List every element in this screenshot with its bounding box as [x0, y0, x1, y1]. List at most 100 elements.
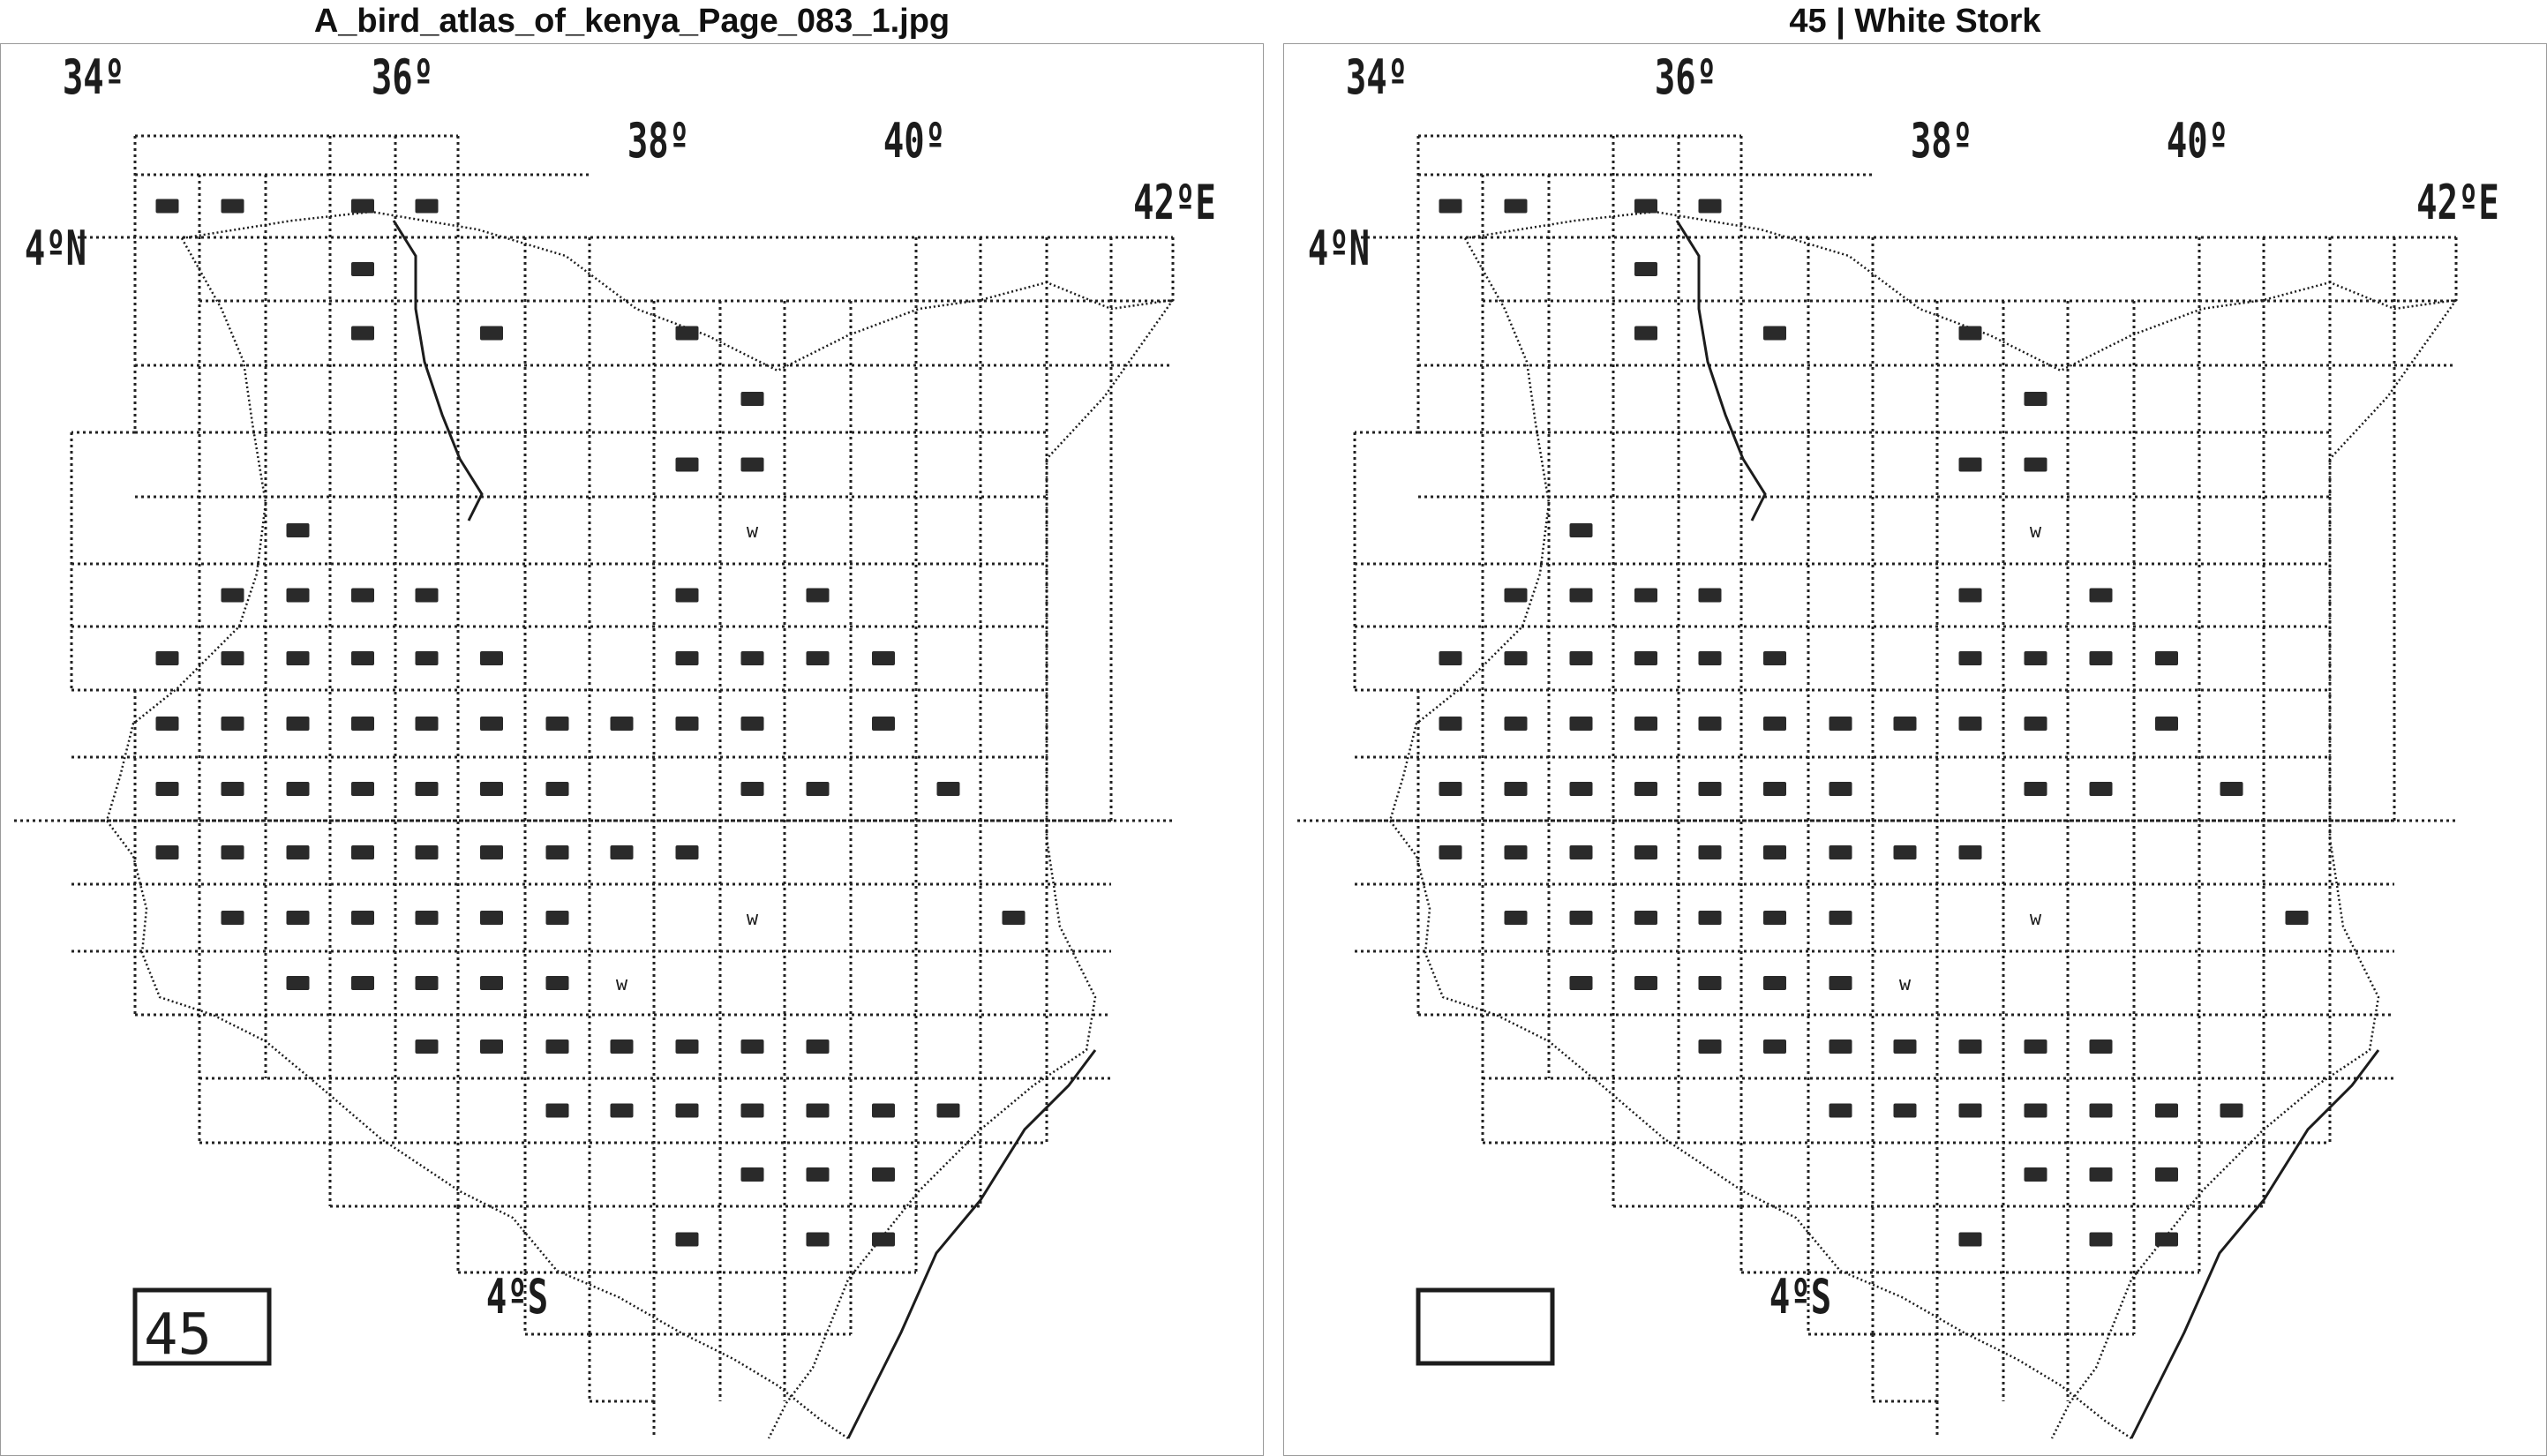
- record-square: [1958, 326, 1982, 341]
- atlas-grid: [14, 134, 1175, 1437]
- record-square: [1763, 326, 1786, 341]
- record-square: [1634, 782, 1657, 796]
- record-square: [545, 1103, 569, 1118]
- record-square: [1504, 911, 1528, 925]
- record-square: [1569, 523, 1593, 537]
- panel-original-scan: A_bird_atlas_of_kenya_Page_083_1.jpg 34º…: [0, 0, 1264, 1456]
- record-square: [415, 976, 439, 990]
- record-square: [286, 588, 310, 603]
- label-lon-40: 40º: [2167, 114, 2228, 169]
- record-square: [1439, 782, 1462, 796]
- record-square: [286, 523, 310, 537]
- record-square: [1698, 717, 1722, 731]
- record-square: [1569, 845, 1593, 859]
- record-square: [221, 651, 244, 665]
- coordinate-labels: 34º 36º 38º 40º 42ºE 4ºN 4ºS: [1308, 50, 2499, 1325]
- record-square: [1958, 457, 1982, 472]
- record-square: [1569, 782, 1593, 796]
- record-square: [2024, 392, 2047, 406]
- record-square: [480, 1039, 503, 1054]
- record-square: [1958, 588, 1982, 603]
- record-square: [415, 717, 439, 731]
- record-square: [1958, 1039, 1982, 1054]
- record-square: [1634, 326, 1657, 341]
- record-square: [1634, 976, 1657, 990]
- record-square: [351, 326, 374, 341]
- record-square: [1893, 1039, 1917, 1054]
- kenya-distribution-map: 34º 36º 38º 40º 42ºE 4ºN 4ºS w w w: [1297, 50, 2499, 1440]
- winter-record-marker: w: [747, 521, 759, 543]
- panel-title: 45 | White Stork: [1789, 3, 2041, 40]
- record-square: [2155, 1167, 2178, 1182]
- record-square: [545, 1039, 569, 1054]
- record-square: [286, 717, 310, 731]
- record-square: [480, 717, 503, 731]
- record-square: [1634, 717, 1657, 731]
- record-square: [610, 717, 634, 731]
- record-square: [1763, 651, 1786, 665]
- record-square: [806, 651, 830, 665]
- record-square: [415, 845, 439, 859]
- record-square: [1634, 911, 1657, 925]
- label-lat-4n: 4ºN: [25, 221, 86, 277]
- record-square: [1763, 717, 1786, 731]
- record-square: [351, 199, 374, 214]
- map-frame: 34º 36º 38º 40º 42ºE 4ºN 4ºS w w w 45: [0, 43, 1264, 1456]
- record-markers: [155, 199, 1026, 1247]
- record-square: [2220, 1103, 2243, 1118]
- record-square: [545, 782, 569, 796]
- eastern-border: [767, 299, 1175, 1439]
- record-square: [1763, 911, 1786, 925]
- record-square: [2089, 782, 2113, 796]
- species-number-frame: [1416, 1287, 1555, 1366]
- record-square: [1698, 588, 1722, 603]
- record-square: [806, 588, 830, 603]
- winter-records: w w w: [1899, 521, 2042, 995]
- winter-records: w w w: [616, 521, 759, 995]
- record-square: [2089, 588, 2113, 603]
- record-square: [2155, 651, 2178, 665]
- panel-digitised-map: 45 | White Stork 34º 36º 38º 40º 42ºE 4º…: [1283, 0, 2547, 1456]
- label-lon-34: 34º: [1346, 50, 1408, 106]
- record-square: [1002, 911, 1026, 925]
- record-square: [2089, 1167, 2113, 1182]
- record-square: [415, 199, 439, 214]
- record-square: [1958, 1232, 1982, 1247]
- label-lat-4s: 4ºS: [486, 1270, 548, 1325]
- record-square: [2155, 1232, 2178, 1247]
- record-square: [351, 976, 374, 990]
- record-square: [351, 911, 374, 925]
- record-square: [1763, 845, 1786, 859]
- coastline-and-borders: [105, 210, 1175, 1440]
- record-square: [1439, 717, 1462, 731]
- record-square: [415, 782, 439, 796]
- record-square: [740, 1039, 764, 1054]
- record-square: [806, 1167, 830, 1182]
- record-square: [286, 651, 310, 665]
- eastern-border: [2050, 299, 2458, 1439]
- record-square: [2155, 717, 2178, 731]
- record-square: [675, 845, 699, 859]
- record-square: [1763, 1039, 1786, 1054]
- record-square: [1893, 717, 1917, 731]
- record-square: [675, 1232, 699, 1247]
- record-square: [1829, 717, 1852, 731]
- record-square: [1569, 717, 1593, 731]
- record-square: [1763, 782, 1786, 796]
- record-square: [610, 845, 634, 859]
- record-square: [1893, 1103, 1917, 1118]
- record-square: [221, 717, 244, 731]
- coastline-and-borders: [1388, 210, 2458, 1440]
- record-square: [545, 911, 569, 925]
- record-square: [2089, 1232, 2113, 1247]
- record-square: [155, 845, 179, 859]
- record-square: [1763, 976, 1786, 990]
- record-square: [1634, 845, 1657, 859]
- label-lon-34: 34º: [63, 50, 124, 106]
- record-square: [872, 717, 895, 731]
- record-square: [872, 1167, 895, 1182]
- species-number-box: 45: [132, 1287, 272, 1368]
- record-square: [675, 1039, 699, 1054]
- record-square: [2155, 1103, 2178, 1118]
- record-square: [1504, 717, 1528, 731]
